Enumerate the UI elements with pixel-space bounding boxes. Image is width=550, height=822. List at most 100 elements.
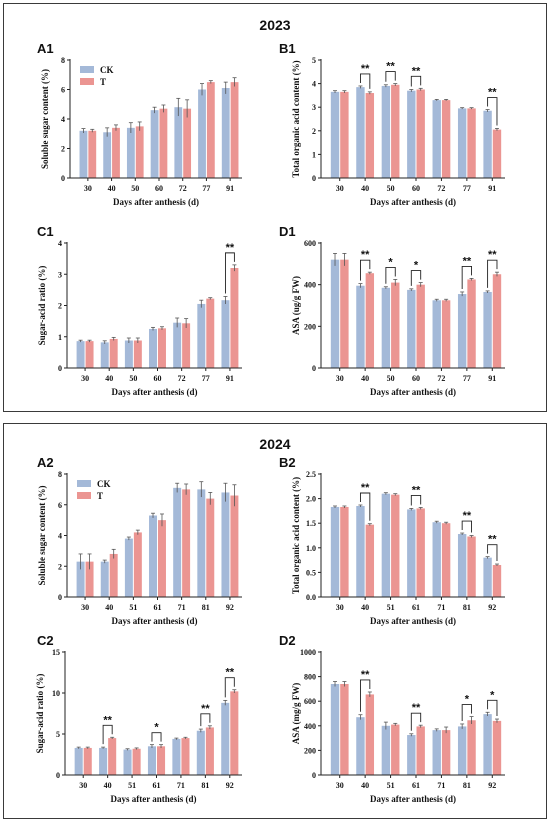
bar-t-77 [467,279,476,368]
bar-t-51 [391,724,400,775]
bar-t-91 [492,129,502,178]
bar-ck-30 [330,91,340,178]
x-tick-label: 77 [463,184,471,193]
x-tick-label: 81 [201,781,209,790]
bar-ck-30 [76,561,85,597]
bar-ck-61 [147,746,156,775]
bar-ck-30 [79,130,88,178]
x-tick-label: 30 [336,603,344,612]
x-tick-label: 40 [361,374,369,383]
bar-ck-51 [381,493,391,597]
significance-bracket-81 [461,704,473,721]
bar-t-72 [182,323,191,368]
x-axis-title: Days after anthesis (d) [370,616,456,626]
bar-t-71 [441,523,451,597]
bar-ck-61 [407,509,416,597]
y-tick-label: 6 [58,501,62,510]
significance-bracket-40 [359,73,371,89]
bar-ck-71 [432,730,441,775]
bar-ck-92 [221,702,230,775]
significance-label-81: * [465,694,470,706]
x-tick-label: 60 [155,184,163,193]
bar-t-30 [340,259,349,368]
significance-bracket-40 [359,259,371,281]
x-tick-label: 91 [226,184,234,193]
x-tick-label: 40 [361,603,369,612]
x-tick-label: 81 [463,603,471,612]
y-tick-label: 0 [312,771,316,780]
panel-label-c1: C1 [37,224,54,239]
bar-t-40 [109,553,118,597]
y-tick-label: 4 [312,80,316,89]
bar-t-40 [365,93,375,178]
x-tick-label: 30 [81,374,89,383]
x-tick-label: 30 [336,781,344,790]
x-tick-label: 60 [412,184,420,193]
bar-t-60 [159,108,168,178]
significance-label-91: ** [226,242,235,254]
bar-ck-91 [483,291,492,368]
significance-label-81: ** [463,510,472,522]
y-tick-label: 3 [312,103,316,112]
y-tick-label: 200 [304,322,316,331]
x-tick-label: 91 [488,184,496,193]
bar-ck-60 [407,90,416,178]
y-axis-title: Soluble sugar content (%) [37,485,47,585]
x-axis-title: Days after anthesis (d) [370,197,456,207]
significance-bracket-77 [461,265,473,289]
bar-ck-30 [76,341,85,369]
x-tick-label: 50 [131,184,139,193]
x-tick-label: 72 [437,374,445,383]
bar-t-81 [206,498,215,597]
bar-ck-61 [149,515,157,597]
bar-ck-92 [483,557,492,597]
bar-t-71 [182,489,191,598]
x-axis-title: Days after anthesis (d) [370,794,456,804]
y-tick-label: 400 [304,281,316,290]
legend-label-ck: CK [100,65,114,75]
x-axis-title: Days after anthesis (d) [111,616,197,626]
x-tick-label: 72 [178,374,186,383]
y-tick-label: 4 [61,115,65,124]
bar-ck-40 [356,505,365,597]
bar-t-30 [340,91,349,178]
bar-t-77 [206,298,215,369]
bar-t-81 [467,536,476,597]
y-axis-title: Soluble sugar content (%) [40,69,50,169]
significance-label-40: ** [361,482,370,494]
bar-ck-40 [100,342,109,369]
x-tick-label: 61 [412,781,420,790]
y-tick-label: 1 [58,333,62,342]
significance-label-81: ** [201,703,210,715]
significance-label-61: * [154,722,159,734]
year-title-2024: 2024 [259,436,291,452]
y-axis-title: ASA (mg/g FW) [291,683,301,745]
bar-t-30 [340,506,349,597]
significance-label-40: ** [361,669,370,681]
chart-d2: D2 0 200 400 600 800 1000 30 40 51 61 71 81 92 Days af… [279,633,505,804]
x-tick-label: 77 [202,374,210,383]
bar-t-40 [365,524,375,597]
bar-t-30 [340,683,349,775]
chart-a2: A2 0 2 4 6 8 30 40 51 61 71 81 92 Days after anthesis… [37,455,242,626]
bar-ck-50 [124,340,133,368]
y-tick-label: 0 [56,771,60,780]
x-tick-label: 72 [179,184,187,193]
y-tick-label: 0 [312,364,316,373]
y-axis-title: Sugar-acid ratio (%) [37,266,47,346]
bar-ck-71 [173,487,182,597]
y-tick-label: 1.5 [306,519,316,528]
x-axis-title: Days after anthesis (d) [370,387,456,397]
chart-b2: B2 0.0 0.5 1.0 1.5 2.0 2.5 30 40 51 61 71 81 92 Days a… [279,455,505,626]
significance-label-61: ** [412,702,421,714]
bar-t-92 [492,720,502,775]
bar-t-60 [416,284,425,368]
y-tick-label: 2.5 [306,470,316,479]
bar-t-71 [181,738,190,775]
x-tick-label: 40 [361,184,369,193]
chart-c2: C2 0 5 10 15 30 40 51 61 71 81 92 Days after anthesi… [35,633,242,804]
bar-ck-30 [74,747,83,775]
legend-swatch-ck [77,480,91,487]
bar-t-30 [88,130,97,178]
year-title-2023: 2023 [259,17,291,33]
